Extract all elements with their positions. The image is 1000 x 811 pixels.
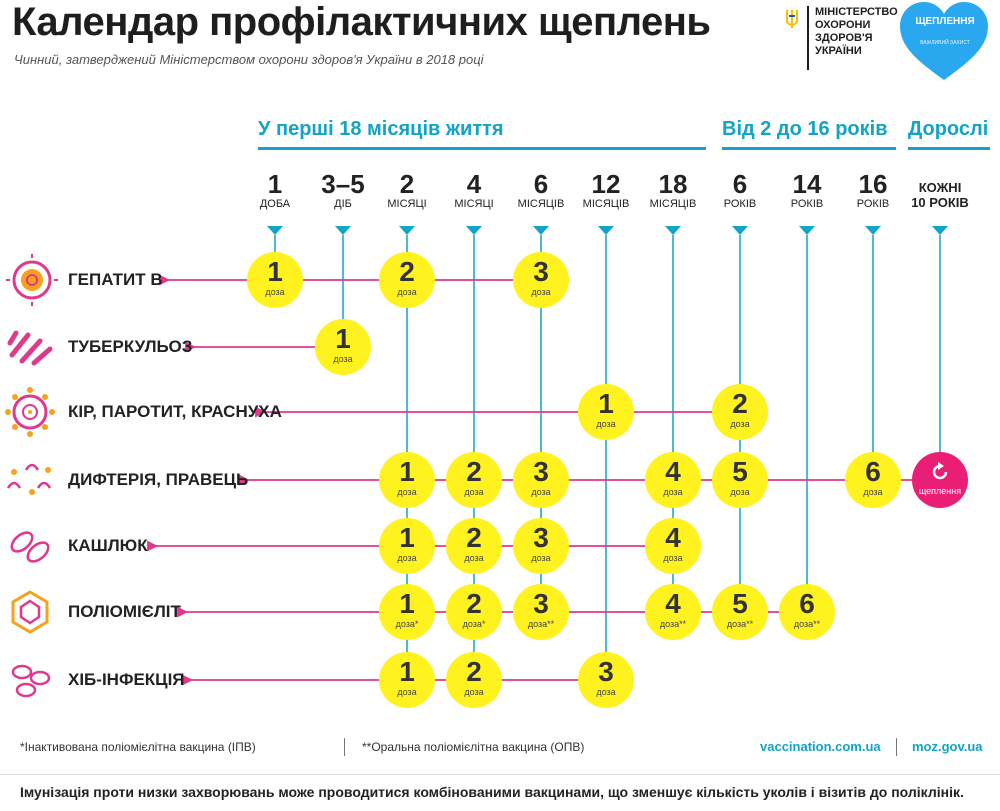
link-vaccination-site[interactable]: vaccination.com.ua [760,739,881,754]
dose-circle: 3 доза** [513,584,569,640]
footnote-ipv: *Інактивована поліомієлітна вакцина (ІПВ… [20,740,256,754]
trident-icon [786,10,798,28]
disease-label-polio: ПОЛІОМІЄЛІТ [68,602,181,621]
band-line-first [258,147,706,150]
dose-circle: 3 доза [578,652,634,708]
bottom-note: Імунізація проти низки захворювань може … [0,774,1000,811]
age-col-12-months: 12 МІСЯЦІВ [582,169,630,210]
ministry-divider [807,6,809,70]
dose-circle: 3 доза [513,252,569,308]
dose-circle: 4 доза [645,452,701,508]
dose-circle: 4 доза [645,518,701,574]
revaccination-circle: щеплення [912,452,968,508]
age-col-2-months: 2 МІСЯЦІ [387,169,427,210]
dose-circle: 2 доза [446,652,502,708]
repeat-icon [932,462,948,480]
dose-circle: 3 доза [513,452,569,508]
disease-label-tuberculosis: ТУБЕРКУЛЬОЗ [68,337,193,356]
age-col-4-months: 4 МІСЯЦІ [454,169,494,210]
vaccination-heart-logo [900,2,988,80]
disease-label-mmr: КІР, ПАРОТИТ, КРАСНУХА [68,402,282,421]
links-divider [896,738,897,756]
dose-circle: 2 доза [446,452,502,508]
hib-icon [11,664,51,698]
dose-circle: 1 доза [379,652,435,708]
band-first-18-months: У перші 18 місяців життя [258,118,504,140]
dose-circle: 2 доза [379,252,435,308]
dose-circle: 6 доза [845,452,901,508]
dose-circle: 1 доза [247,252,303,308]
dose-circle: 1 доза [379,518,435,574]
logo-subtitle: ВАЖЛИВИЙ ЗАХИСТ [920,40,970,46]
dose-circle: 2 доза* [446,584,502,640]
age-col-every-10-years: КОЖНІ 10 РОКІВ [911,180,969,210]
age-col-16-years: 16 РОКІВ [856,169,890,210]
ministry-logo: МІНІСТЕРСТВО ОХОРОНИ ЗДОРОВ'Я УКРАЇНИ [785,4,898,76]
logo-title: ЩЕПЛЕННЯ [915,16,975,27]
age-col-6-months: 6 МІСЯЦІВ [517,169,565,210]
pertussis-icon [10,531,50,563]
dose-circle: 6 доза** [779,584,835,640]
footnote-divider [344,738,345,756]
band-2-to-16-years: Від 2 до 16 років [722,118,888,140]
age-col-18-months: 18 МІСЯЦІВ [649,169,697,210]
age-col-1-day: 1 ДОБА [259,169,291,210]
disease-label-diphtheria-tetanus: ДИФТЕРІЯ, ПРАВЕЦЬ [68,470,249,489]
dose-circle: 1 доза* [379,584,435,640]
band-adults: Дорослі [908,118,989,140]
measles-icon [5,387,55,437]
dose-circle: 1 доза [379,452,435,508]
dose-circle: 5 доза [712,452,768,508]
diphtheria-icon [6,463,52,495]
disease-label-hepatitis-b: ГЕПАТИТ В [68,270,163,289]
dose-circle: 3 доза [513,518,569,574]
dose-circle: 2 доза [446,518,502,574]
age-col-3-5-days: 3–5 ДІБ [321,169,365,210]
disease-label-hib: ХІБ-ІНФЕКЦІЯ [68,670,185,689]
column-lines [274,235,941,680]
dose-circle: 5 доза** [712,584,768,640]
dose-circle: 1 доза [315,319,371,375]
tuberculosis-icon [7,330,53,366]
dose-circle: 2 доза [712,384,768,440]
band-line-second [722,147,896,150]
footnote-opv: **Оральна поліомієлітна вакцина (ОПВ) [362,740,585,754]
disease-label-pertussis: КАШЛЮК [68,536,148,555]
age-col-6-years: 6 РОКІВ [723,169,757,210]
row-lines [147,274,940,686]
hepatitis-icon [6,254,58,306]
age-col-14-years: 14 РОКІВ [790,169,824,210]
band-line-third [908,147,990,150]
ministry-name: МІНІСТЕРСТВО ОХОРОНИ ЗДОРОВ'Я УКРАЇНИ [815,6,898,57]
page-subtitle: Чинний, затверджений Міністерством охоро… [14,52,484,67]
link-moz-site[interactable]: moz.gov.ua [912,739,983,754]
column-markers [267,226,948,235]
page-title: Календар профілактичних щеплень [12,0,711,44]
dose-circle: 4 доза** [645,584,701,640]
polio-icon [11,590,49,634]
dose-circle: 1 доза [578,384,634,440]
